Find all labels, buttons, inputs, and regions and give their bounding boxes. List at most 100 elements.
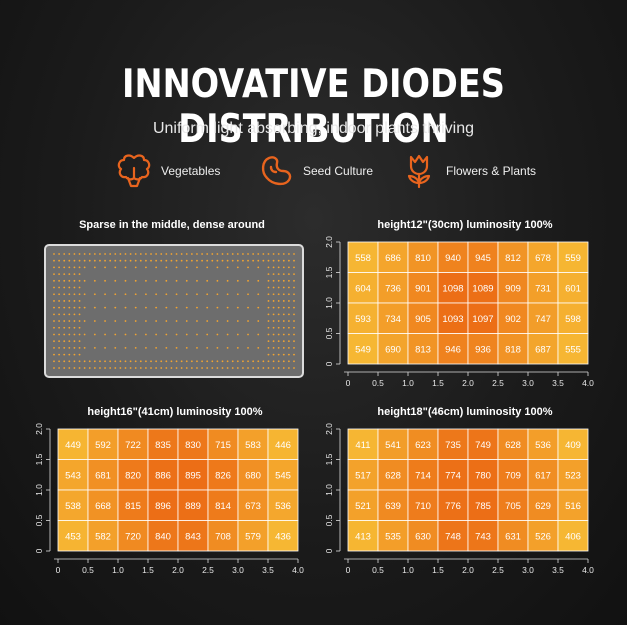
- x-tick-label: 0.5: [372, 565, 384, 575]
- cell-value-label: 818: [505, 344, 521, 355]
- led-dot: [114, 333, 117, 336]
- led-dot: [272, 286, 275, 289]
- heatmap-cell: [147, 459, 179, 491]
- led-dot: [175, 333, 178, 336]
- heatmap-cell: [497, 428, 529, 460]
- led-dot: [109, 259, 112, 262]
- led-dot: [83, 333, 86, 336]
- led-dot: [206, 360, 209, 363]
- led-dot: [83, 367, 86, 369]
- led-dot: [119, 367, 122, 369]
- led-dot: [73, 326, 76, 329]
- led-dot: [267, 253, 270, 255]
- led-dot: [155, 333, 158, 336]
- feature-label: Vegetables: [161, 164, 221, 178]
- cell-value-label: 889: [185, 501, 201, 512]
- led-dot: [247, 293, 249, 296]
- led-dot: [257, 306, 260, 309]
- led-dot: [99, 259, 101, 262]
- led-dot: [175, 266, 178, 269]
- cell-value-label: 830: [185, 440, 201, 451]
- led-dot: [277, 367, 280, 369]
- cell-value-label: 743: [475, 531, 491, 542]
- led-dot: [78, 313, 81, 316]
- cell-value-label: 774: [445, 470, 461, 481]
- led-dot: [139, 367, 142, 369]
- led-dot: [63, 353, 66, 356]
- heatmap-cell: [407, 302, 439, 334]
- led-dot: [155, 293, 158, 296]
- led-dot: [150, 367, 152, 369]
- led-dot: [180, 259, 183, 262]
- led-dot: [277, 320, 280, 322]
- led-dot: [185, 320, 188, 322]
- led-dot: [83, 320, 86, 322]
- led-dot: [282, 273, 285, 276]
- led-dot: [53, 266, 55, 269]
- cell-value-label: 536: [275, 501, 291, 512]
- x-tick-label: 2.5: [492, 378, 504, 388]
- led-dot: [134, 266, 137, 269]
- led-dot: [211, 259, 214, 262]
- led-dot: [293, 253, 295, 255]
- heatmap-cell: [87, 520, 119, 552]
- led-dot: [287, 293, 290, 296]
- led-dot: [267, 300, 270, 302]
- cell-value-label: 409: [565, 440, 581, 451]
- x-tick-label: 3.5: [552, 565, 564, 575]
- led-dot: [145, 306, 147, 309]
- y-tick-label: 0.5: [324, 514, 334, 526]
- x-tick-label: 0: [56, 565, 61, 575]
- led-dot: [78, 253, 81, 255]
- cell-value-label: 714: [415, 470, 431, 481]
- cell-value-label: 905: [415, 314, 431, 325]
- led-dot: [277, 286, 280, 289]
- cell-value-label: 446: [275, 440, 291, 451]
- led-dot: [226, 360, 229, 363]
- led-dot: [155, 279, 158, 282]
- led-dot: [73, 333, 76, 336]
- led-dot: [287, 300, 290, 302]
- led-dot: [78, 273, 81, 276]
- cell-value-label: 708: [215, 531, 231, 542]
- led-dot: [53, 300, 55, 302]
- led-dot: [165, 259, 168, 262]
- heatmap-cell: [237, 459, 269, 491]
- cell-value-label: 896: [155, 501, 171, 512]
- cell-value-label: 639: [385, 501, 401, 512]
- led-dot: [139, 259, 142, 262]
- led-dot: [272, 333, 275, 336]
- led-dot: [277, 313, 280, 316]
- led-dot: [262, 253, 265, 255]
- page-title: INNOVATIVE DIODES DISTRIBUTION: [122, 62, 505, 152]
- cell-value-label: 720: [125, 531, 141, 542]
- heatmap-cell: [147, 428, 179, 460]
- led-dot: [180, 367, 183, 369]
- led-dot: [99, 360, 101, 363]
- heatmap-cell: [557, 520, 589, 552]
- led-dot: [145, 293, 147, 296]
- cell-value-label: 812: [505, 253, 521, 264]
- led-dot: [73, 253, 76, 255]
- led-dot: [282, 360, 285, 363]
- heatmap-cell: [207, 428, 239, 460]
- led-dot: [293, 367, 295, 369]
- led-dot: [226, 367, 229, 369]
- cell-value-label: 681: [95, 470, 111, 481]
- led-dot: [267, 266, 270, 269]
- led-dot: [221, 367, 224, 369]
- heatmap-cell: [467, 302, 499, 334]
- cell-value-label: 673: [245, 501, 261, 512]
- led-dot: [134, 306, 137, 309]
- led-dot: [277, 279, 280, 282]
- cell-value-label: 813: [415, 344, 431, 355]
- led-dot: [150, 253, 152, 255]
- led-dot: [165, 367, 168, 369]
- led-dot: [247, 320, 249, 322]
- led-dot: [190, 360, 193, 363]
- x-tick-label: 3.5: [552, 378, 564, 388]
- led-dot: [257, 346, 260, 349]
- led-dot: [267, 360, 270, 363]
- led-dot: [165, 253, 168, 255]
- led-dot: [287, 367, 290, 369]
